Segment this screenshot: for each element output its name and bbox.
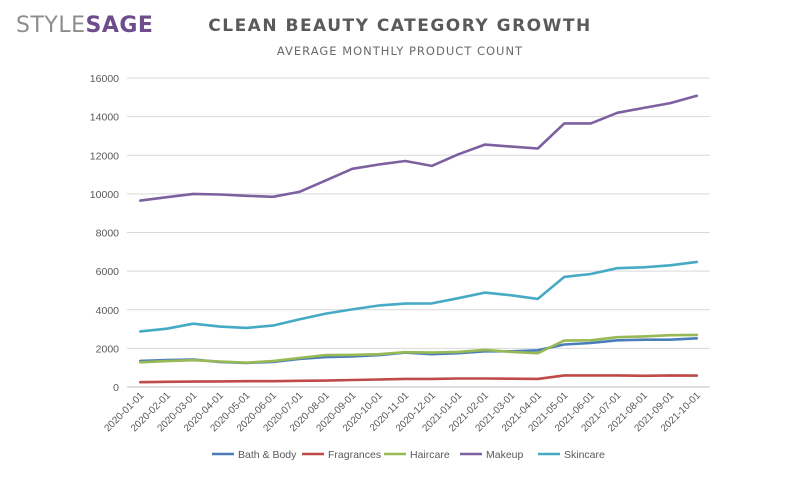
legend: Bath & Body Fragrances Haircare Makeup Skinc… — [212, 449, 605, 461]
y-tick-label: 6000 — [96, 266, 120, 278]
chart-subtitle: AVERAGE MONTHLY PRODUCT COUNT — [276, 44, 524, 58]
legend-label: Haircare — [410, 449, 450, 461]
series-line-skincare — [139, 260, 699, 333]
logo-part-style: STYLE — [16, 13, 86, 38]
y-axis-ticks: 0 2000 4000 6000 8000 10000 12000 14000 16000 — [90, 73, 119, 394]
logo-part-sage: SAGE — [85, 13, 154, 38]
series-lines — [139, 94, 699, 384]
series-line-haircare — [139, 333, 699, 365]
x-axis-ticks: 2020-01-012020-02-012020-03-012020-04-01… — [102, 390, 703, 434]
series-line-bath-body — [139, 336, 699, 365]
chart-title: CLEAN BEAUTY CATEGORY GROWTH — [208, 16, 592, 36]
legend-label: Fragrances — [328, 449, 381, 461]
y-tick-label: 4000 — [96, 305, 120, 317]
legend-label: Skincare — [564, 449, 605, 461]
y-tick-label: 14000 — [90, 112, 119, 124]
y-tick-label: 16000 — [90, 73, 119, 85]
stylesage-logo: STYLESAGE — [16, 13, 153, 38]
y-tick-label: 0 — [113, 382, 119, 394]
legend-label: Makeup — [486, 449, 524, 461]
y-tick-label: 8000 — [96, 228, 120, 240]
y-tick-label: 2000 — [96, 343, 120, 355]
series-line-makeup — [139, 94, 699, 202]
legend-label: Bath & Body — [238, 449, 297, 461]
series-line-fragrances — [139, 374, 699, 384]
y-tick-label: 10000 — [90, 189, 119, 201]
gridlines — [127, 77, 710, 388]
y-tick-label: 12000 — [90, 150, 119, 162]
